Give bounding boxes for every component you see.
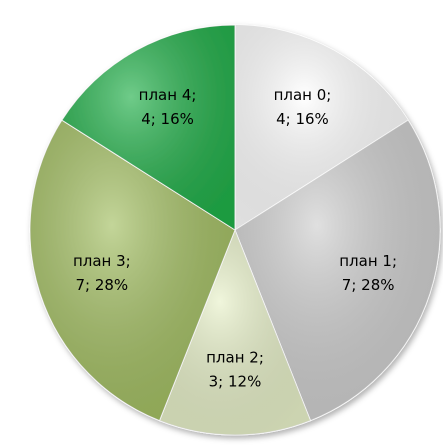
slice-shade (159, 230, 311, 435)
labels: план 0; 4; 16% план 1; 7; 28% план 2; 3; 12% п… (73, 86, 397, 391)
category-label: план 4; (139, 86, 197, 104)
value-label: 3; 12% (209, 373, 262, 391)
pie (29, 24, 441, 436)
value-label: 7; 28% (342, 276, 395, 294)
category-label: план 0; (274, 86, 332, 104)
value-label: 4; 16% (276, 110, 329, 128)
slice-shade (235, 25, 409, 230)
slice-shade (61, 25, 235, 230)
category-label: план 3; (73, 252, 131, 270)
slice-shade (235, 120, 440, 421)
value-label: 7; 28% (75, 276, 128, 294)
category-label: план 2; (206, 349, 264, 367)
category-label: план 1; (339, 252, 397, 270)
slice-shade (29, 120, 235, 421)
value-label: 4; 16% (141, 110, 194, 128)
